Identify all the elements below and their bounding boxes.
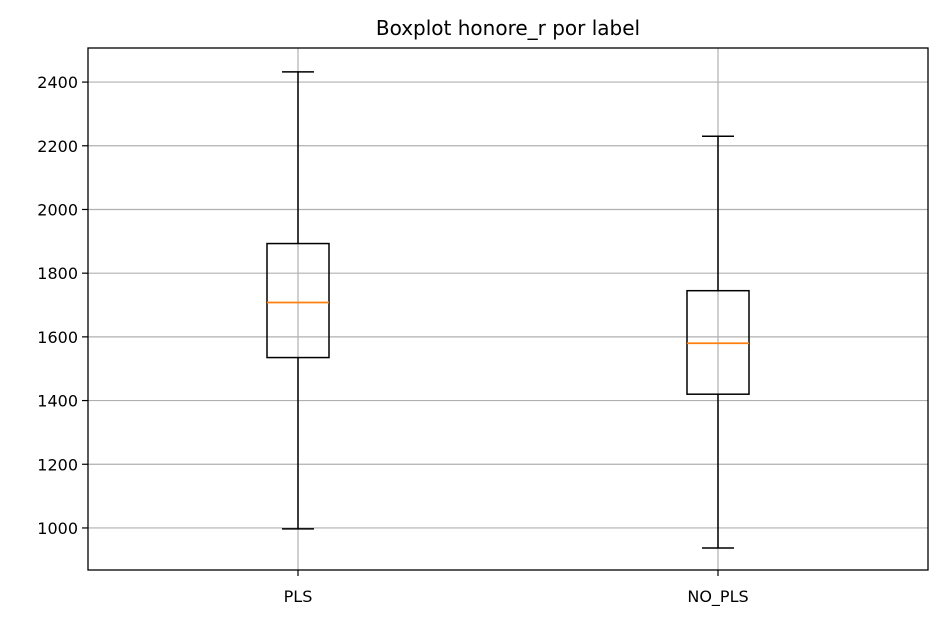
- plot-frame: [87, 47, 929, 571]
- y-tick-label: 1400: [37, 392, 78, 411]
- y-tick-label: 1200: [37, 455, 78, 474]
- y-tick-label: 1600: [37, 328, 78, 347]
- box-pls: [266, 71, 330, 530]
- y-tick-label: 1800: [37, 264, 78, 283]
- y-tick-label: 2400: [37, 73, 78, 92]
- x-tick-label: NO_PLS: [687, 587, 748, 607]
- chart-title: Boxplot honore_r por label: [376, 16, 640, 40]
- y-tick-label: 2000: [37, 200, 78, 219]
- box-layer: [266, 71, 750, 549]
- x-tick-label: PLS: [284, 587, 313, 606]
- y-tick-label: 2200: [37, 137, 78, 156]
- axes: 1000 1200 1400 1600 1800 2000 2200 2400 PLS NO_PL…: [37, 73, 748, 607]
- iqr-box: [266, 242, 330, 359]
- box-no-pls: [686, 135, 750, 549]
- grid-lines: [88, 48, 928, 570]
- y-tick-label: 1000: [37, 519, 78, 538]
